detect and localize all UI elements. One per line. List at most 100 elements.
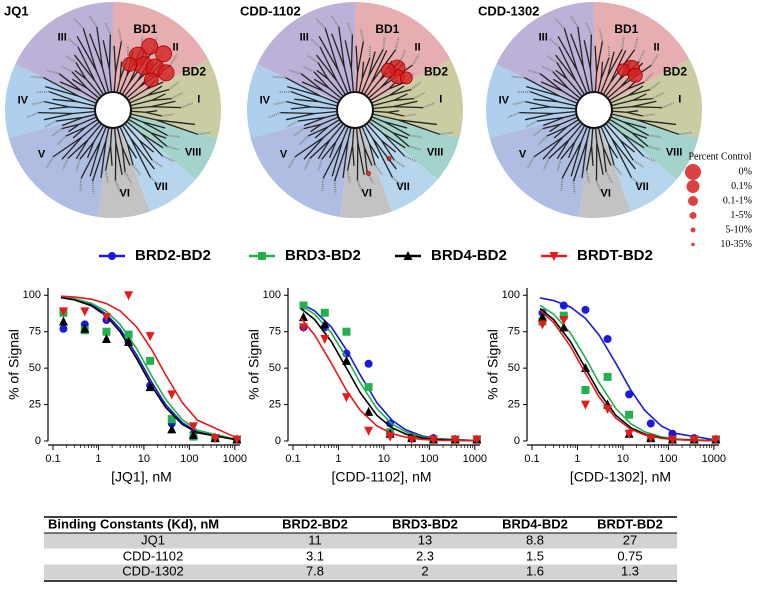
table-cell: 0.75: [617, 548, 642, 563]
gene-label: [512, 100, 526, 106]
table-cell: 7.8: [306, 563, 324, 578]
wheel-sector: [489, 110, 594, 217]
gene-label: [537, 135, 548, 146]
table-header: BRD4-BD2: [502, 516, 568, 531]
gene-label: [273, 100, 287, 106]
tree-branch: [609, 119, 649, 147]
subdomain-label: BD2: [424, 64, 448, 78]
gene-label: [168, 81, 180, 91]
wheel-sector: [496, 1, 594, 110]
dose-response-chart: 0 25 50 75 100 0.1 1 10 100 1000 % of Signal [CDD-1…: [485, 288, 726, 485]
tree-branch: [572, 128, 591, 182]
data-point: [667, 435, 677, 445]
sector-label: I: [197, 93, 200, 105]
x-tick-label: 1000: [223, 453, 247, 465]
data-point: [124, 291, 134, 301]
tree-branch: [364, 49, 397, 95]
hit-circle: [627, 67, 643, 83]
tree-branch: [130, 85, 170, 104]
y-tick-label: 100: [23, 289, 41, 301]
fit-curve: [60, 296, 237, 441]
gene-label: [75, 158, 81, 172]
data-point: [101, 334, 111, 343]
data-point: [232, 435, 242, 445]
tree-branch: [358, 57, 371, 92]
gene-label: [382, 36, 386, 50]
gene-label: [88, 15, 98, 28]
data-point: [58, 307, 68, 317]
gene-label: [541, 65, 554, 73]
x-tick-label: 1000: [463, 453, 487, 465]
y-tick-label: 0: [514, 435, 520, 447]
gene-label: [633, 37, 639, 51]
data-point: [537, 320, 547, 330]
data-point: [559, 322, 569, 332]
gene-label: [374, 164, 384, 176]
sector-label: VIII: [427, 146, 444, 158]
gene-label: [422, 102, 436, 109]
table-header: BRD2-BD2: [282, 516, 348, 531]
tree-branch: [555, 46, 585, 95]
tree-branch: [597, 128, 612, 173]
x-tick-label: 100: [420, 453, 438, 465]
sector-label: VI: [120, 187, 130, 199]
x-tick-label: 1: [95, 453, 101, 465]
gene-label: [647, 145, 661, 151]
gene-label: [678, 131, 692, 136]
tree-branch: [91, 128, 110, 182]
tree-branch: [585, 128, 594, 171]
gene-label: [525, 120, 538, 128]
x-tick-label: 1: [335, 453, 341, 465]
gene-label: [569, 15, 579, 28]
gene-label: [303, 157, 311, 171]
tree-branch: [548, 124, 583, 160]
percent-control-marker: [690, 227, 696, 233]
gene-label: [409, 134, 423, 139]
tree-branch: [361, 127, 380, 166]
tree-branch: [373, 110, 404, 117]
data-point: [145, 382, 155, 392]
tree-branch: [43, 76, 96, 104]
table-cell: JQ1: [141, 532, 165, 547]
fit-curve: [539, 309, 716, 442]
percent-control-label: 5-10%: [725, 224, 752, 235]
sector-label: II: [654, 41, 660, 53]
tree-branch: [65, 119, 98, 139]
gene-label: [404, 155, 417, 163]
y-tick-label: 100: [502, 289, 520, 301]
data-point: [124, 336, 134, 346]
gene-label: [44, 120, 57, 128]
tree-branch: [127, 121, 164, 157]
tree-branch: [79, 125, 104, 160]
gene-label: [507, 111, 520, 119]
data-point: [298, 323, 308, 333]
gene-label: [560, 177, 564, 191]
table-cell: 1.3: [621, 563, 639, 578]
tree-branch: [52, 121, 100, 160]
tree-branch: [131, 113, 198, 135]
tree-branch: [611, 116, 649, 136]
tree-branch: [321, 125, 346, 160]
fit-curve: [60, 295, 238, 439]
gene-label: [315, 18, 326, 30]
gene-label: [309, 37, 321, 48]
fit-curve: [300, 307, 477, 442]
data-point: [188, 422, 198, 432]
data-point: [625, 390, 634, 399]
data-point: [581, 305, 590, 314]
gene-label: [114, 180, 122, 193]
gene-label: [546, 54, 558, 64]
data-point: [364, 426, 374, 436]
gene-label: [36, 90, 50, 94]
tree-branch: [597, 57, 610, 92]
data-point: [58, 316, 68, 326]
tree-branch: [358, 128, 373, 173]
gene-label: [554, 18, 565, 30]
sector-label: I: [678, 93, 681, 105]
data-point: [603, 404, 613, 414]
legend-label: BRD2-BD2: [135, 247, 211, 264]
gene-label: [391, 176, 403, 187]
tree-branch: [48, 91, 95, 107]
gene-label: [346, 22, 354, 36]
